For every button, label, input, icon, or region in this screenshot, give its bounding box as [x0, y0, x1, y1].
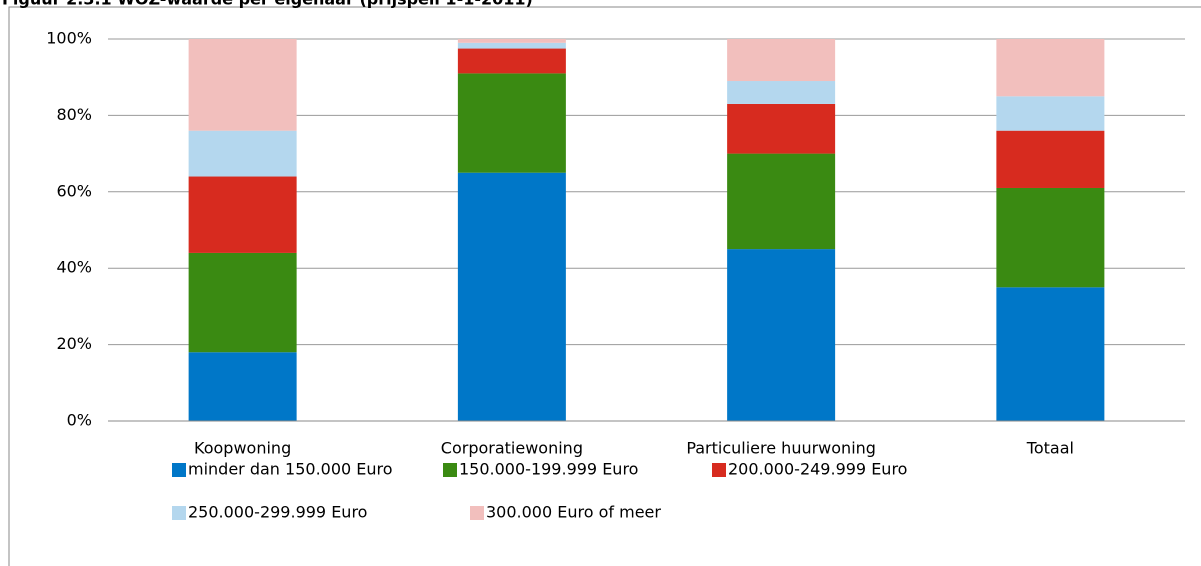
bar-segment — [996, 39, 1105, 97]
bar-segment — [457, 73, 566, 173]
bar-segment — [727, 153, 836, 250]
x-tick-label: Particuliere huurwoning — [686, 439, 876, 458]
legend-swatch — [470, 506, 484, 520]
y-tick-label: 100% — [46, 29, 92, 48]
legend-label: 200.000-249.999 Euro — [728, 460, 907, 479]
x-tick-label: Totaal — [1026, 439, 1074, 458]
y-tick-label: 0% — [67, 411, 92, 430]
bar-segment — [457, 39, 566, 43]
legend-swatch — [443, 463, 457, 477]
legend-label: 250.000-299.999 Euro — [188, 503, 367, 522]
bar-segment — [457, 172, 566, 421]
bar-segment — [188, 252, 297, 353]
chart-frame — [8, 6, 1201, 566]
bar-segment — [188, 130, 297, 177]
bar-segment — [188, 39, 297, 131]
legend-swatch — [172, 506, 186, 520]
legend-swatch — [712, 463, 726, 477]
bar-segment — [996, 96, 1105, 131]
bar-segment — [457, 42, 566, 49]
legend-label: minder dan 150.000 Euro — [188, 460, 393, 479]
y-tick-label: 60% — [56, 181, 92, 200]
legend-swatch — [172, 463, 186, 477]
y-tick-label: 20% — [56, 334, 92, 353]
bar-segment — [996, 187, 1105, 288]
bar-segment — [996, 130, 1105, 188]
y-tick-label: 80% — [56, 105, 92, 124]
bar-segment — [727, 39, 836, 82]
legend-label: 150.000-199.999 Euro — [459, 460, 638, 479]
bar-segment — [727, 81, 836, 104]
chart-title: Figuur 2.3.1 WOZ-waarde per eigenaar (pr… — [2, 0, 533, 9]
legend-label: 300.000 Euro of meer — [486, 503, 661, 522]
bar-segment — [188, 352, 297, 421]
bar-segment — [188, 176, 297, 253]
bar-segment — [457, 48, 566, 74]
bar-segment — [727, 103, 836, 154]
y-tick-label: 40% — [56, 258, 92, 277]
bar-segment — [996, 287, 1105, 421]
x-tick-label: Koopwoning — [194, 439, 291, 458]
x-tick-label: Corporatiewoning — [441, 439, 583, 458]
bar-segment — [727, 249, 836, 421]
